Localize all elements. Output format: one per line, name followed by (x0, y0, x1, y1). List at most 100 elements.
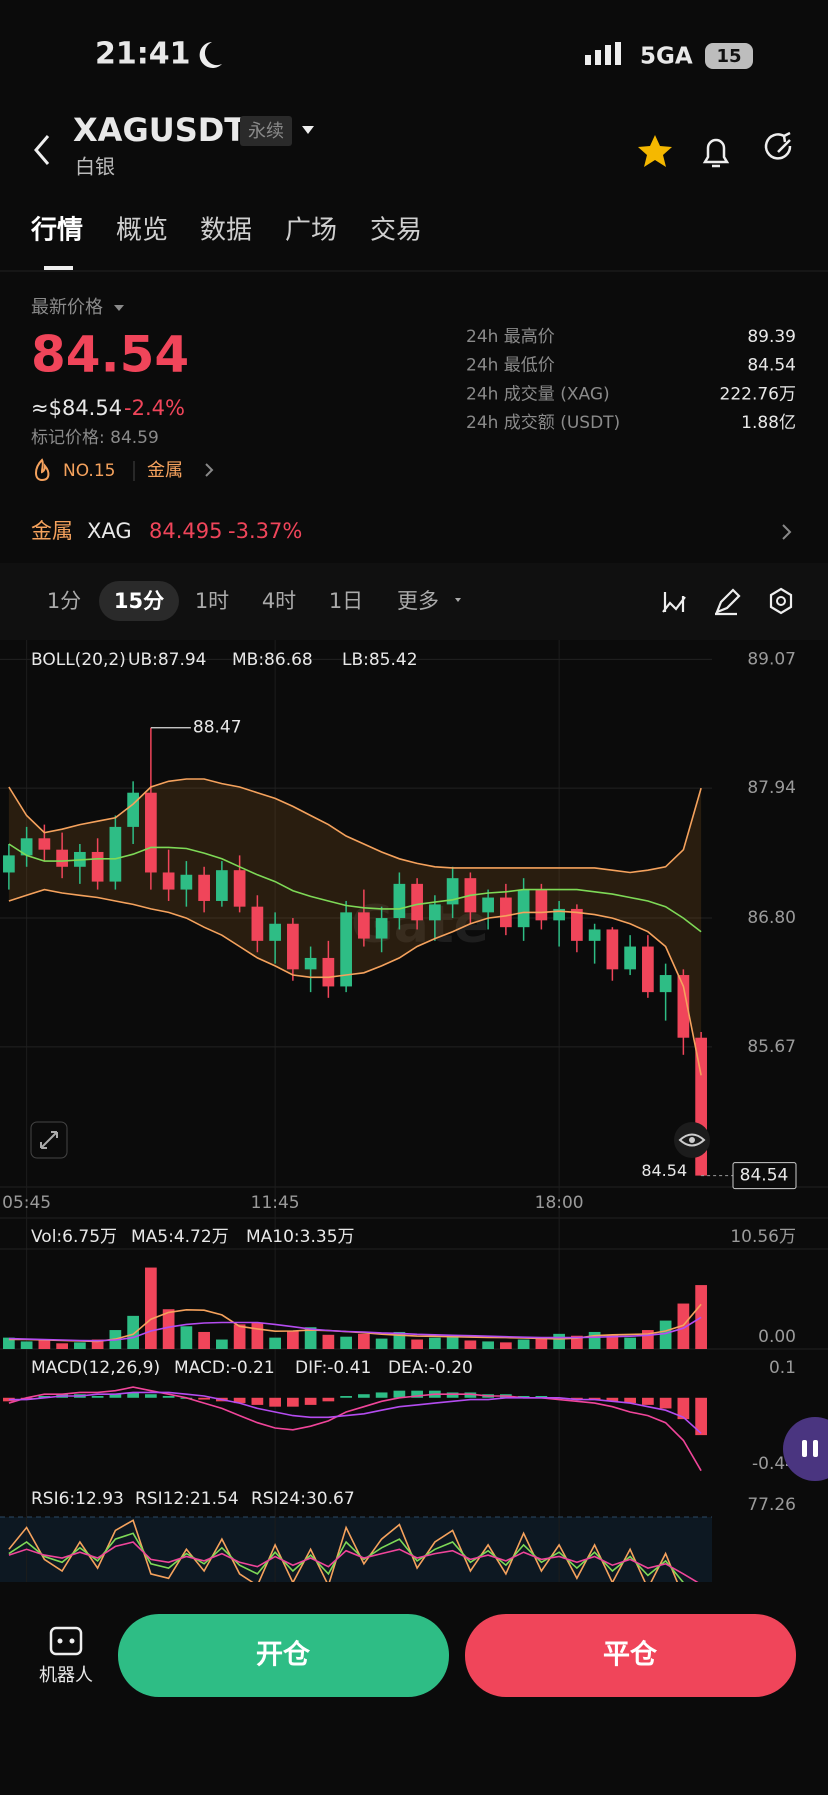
close-label[interactable]: 平仓 (603, 1640, 658, 1671)
back-button[interactable] (34, 135, 50, 165)
settings-button[interactable] (769, 587, 793, 615)
dropdown-icon[interactable] (302, 126, 314, 134)
bar (642, 1397, 654, 1405)
dropdown-icon[interactable] (114, 305, 124, 311)
related-symbol[interactable]: XAG (87, 519, 132, 543)
indicator-line (8, 1541, 699, 1582)
legend-entry: Vol:6.75万 (31, 1227, 117, 1247)
tab[interactable]: 交易 (370, 216, 422, 246)
bar (571, 1335, 583, 1349)
bar (571, 1397, 583, 1400)
candle-body (251, 906, 264, 941)
legend-entry: RSI6:12.93 (31, 1489, 124, 1509)
bar (304, 1327, 317, 1349)
indicator-line (8, 1391, 702, 1434)
tab[interactable]: 广场 (285, 216, 337, 246)
interval[interactable]: 1日 (329, 589, 363, 613)
indicator-button[interactable] (662, 592, 686, 613)
bar (127, 1392, 139, 1398)
bar (322, 1334, 335, 1349)
close-button[interactable] (465, 1614, 796, 1697)
related-sector[interactable]: 金属 (31, 519, 73, 543)
bar (411, 1339, 423, 1349)
rank[interactable]: NO.15 (63, 461, 115, 481)
legend-entry: DIF:-0.41 (295, 1358, 371, 1378)
last-price: 84.54 (31, 326, 189, 384)
tab[interactable]: 行情 (30, 215, 83, 246)
chart-panel (3, 1386, 707, 1472)
legend-entry: MACD:-0.21 (174, 1358, 275, 1378)
y-tick-label: 87.94 (747, 778, 796, 798)
open-label[interactable]: 开仓 (256, 1640, 311, 1671)
dropdown-icon[interactable] (455, 598, 461, 602)
bar (659, 1397, 672, 1409)
bar (446, 1392, 459, 1398)
bar (606, 1397, 619, 1402)
interval[interactable]: 1时 (195, 589, 229, 613)
bar (233, 1324, 246, 1349)
legend-entry: RSI24:30.67 (251, 1489, 355, 1509)
tab[interactable]: 数据 (200, 216, 252, 246)
chevron[interactable] (782, 524, 792, 540)
network: 5GA (640, 44, 693, 70)
stat-value: 1.88亿 (741, 413, 796, 433)
stat-value: 89.39 (747, 327, 796, 347)
interval[interactable]: 1分 (47, 589, 81, 613)
share-button[interactable] (764, 131, 792, 160)
bar (606, 1334, 619, 1349)
candle-body (411, 883, 423, 921)
open-button[interactable] (118, 1614, 449, 1697)
candle-body (429, 904, 441, 921)
bar (375, 1392, 388, 1398)
bar (588, 1331, 601, 1349)
status-time: 21:41 (95, 37, 191, 72)
chevron (205, 463, 214, 477)
bar (677, 1397, 690, 1420)
chart-panel (0, 1516, 712, 1582)
bar (588, 1397, 601, 1400)
draw-button[interactable] (715, 588, 741, 616)
candle-body (695, 1037, 707, 1176)
candle-body (340, 912, 352, 987)
bar (304, 1397, 317, 1405)
indicator-title: BOLL(20,2) (31, 650, 126, 670)
related-change: -3.37% (228, 519, 302, 543)
robot-label[interactable]: 机器人 (39, 1665, 93, 1686)
robot-eye (69, 1638, 75, 1644)
legend-entry: DEA:-0.20 (388, 1358, 473, 1378)
usd-price: ≈$84.54 (31, 396, 122, 420)
fullscreen-icon (40, 1131, 58, 1149)
robot-icon[interactable] (49, 1626, 83, 1656)
bar (233, 1397, 246, 1404)
bar (358, 1333, 370, 1349)
max-label: 88.47 (193, 718, 242, 738)
price-tag (732, 1162, 797, 1190)
indicator-line (8, 778, 702, 874)
y-tick-label: 85.67 (747, 1037, 796, 1057)
candle-body (500, 897, 512, 928)
interval[interactable]: 15分 (114, 589, 164, 613)
symbol[interactable]: XAGUSDT (73, 111, 246, 149)
tab[interactable]: 概览 (116, 216, 168, 246)
y-tick-label: 86.80 (747, 908, 796, 928)
favorite-button[interactable] (638, 135, 672, 167)
bar (393, 1331, 406, 1349)
indicator-line (8, 888, 702, 1076)
candle-body (659, 975, 672, 993)
bar (642, 1330, 654, 1349)
interval[interactable]: 更多 (397, 589, 439, 613)
bar (91, 1339, 104, 1349)
candle-body (180, 874, 193, 890)
fullscreen-button[interactable] (30, 1121, 68, 1159)
candle-body (322, 957, 335, 987)
interval[interactable]: 4时 (262, 589, 296, 613)
price-label: 最新价格 (31, 297, 103, 318)
candle-body (677, 975, 690, 1038)
candle-body (553, 908, 565, 921)
bar (624, 1337, 636, 1349)
bar (411, 1390, 423, 1398)
alert-button[interactable] (702, 138, 730, 168)
candle-body (535, 889, 548, 921)
sector[interactable]: 金属 (147, 460, 183, 481)
x-tick-label: 11:45 (251, 1193, 300, 1213)
